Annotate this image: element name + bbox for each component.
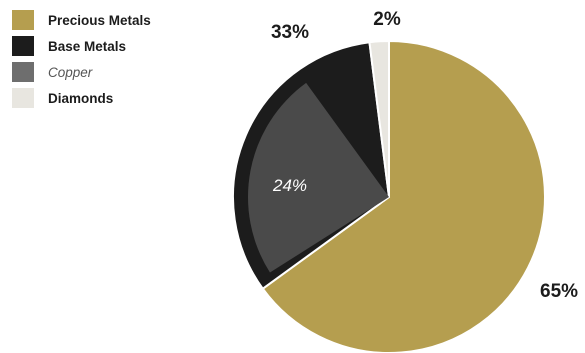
slice-diamonds xyxy=(368,39,390,198)
legend-swatch-precious-metals xyxy=(12,10,34,30)
slice-copper xyxy=(248,82,389,273)
legend-item-copper: Copper xyxy=(12,62,151,82)
legend-swatch-copper xyxy=(12,62,34,82)
label-diamonds: 2% xyxy=(373,9,401,30)
label-base-metals: 33% xyxy=(271,22,309,43)
slice-precious-metals xyxy=(261,39,546,353)
label-copper: 24% xyxy=(272,176,307,195)
legend-label-diamonds: Diamonds xyxy=(48,90,114,106)
legend-swatch-diamonds xyxy=(12,88,34,108)
legend-item-precious-metals: Precious Metals xyxy=(12,10,151,30)
legend-item-base-metals: Base Metals xyxy=(12,36,151,56)
chart-legend: Precious Metals Base Metals Copper Diamo… xyxy=(12,10,151,114)
legend-swatch-base-metals xyxy=(12,36,34,56)
legend-item-diamonds: Diamonds xyxy=(12,88,151,108)
legend-label-base-metals: Base Metals xyxy=(48,38,127,54)
label-precious-metals: 65% xyxy=(540,281,578,302)
legend-label-copper: Copper xyxy=(48,64,93,80)
legend-label-precious-metals: Precious Metals xyxy=(48,12,151,28)
